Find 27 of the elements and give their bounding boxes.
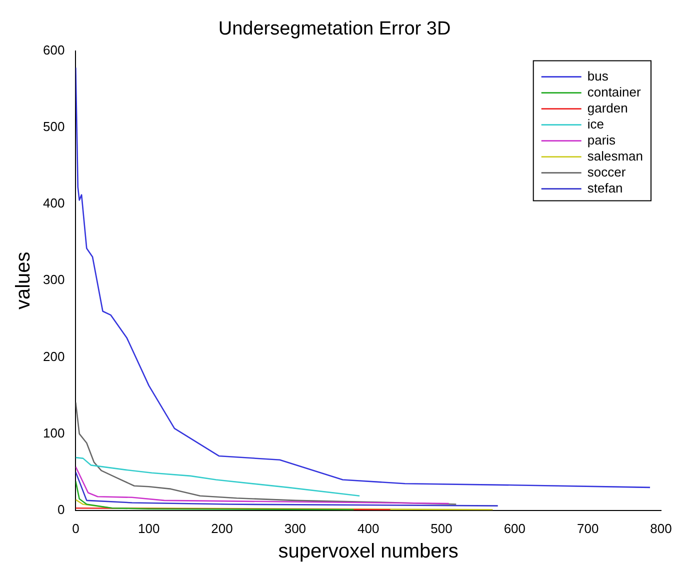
y-tick-label: 600 (42, 42, 65, 58)
legend-label: bus (587, 68, 609, 84)
y-tick-label: 500 (42, 118, 65, 134)
x-tick-label: 700 (576, 520, 599, 536)
x-axis-title: supervoxel numbers (278, 540, 458, 563)
legend-label: container (587, 84, 642, 100)
x-tick-label: 800 (650, 520, 672, 536)
x-tick-label: 300 (284, 520, 306, 536)
y-axis-title: values (12, 252, 35, 310)
legend-label: soccer (587, 164, 626, 180)
legend-label: ice (587, 116, 604, 132)
x-tick-label: 0 (72, 520, 80, 536)
legend-label: garden (587, 100, 628, 116)
y-tick-label: 200 (42, 348, 65, 364)
y-tick-label: 100 (42, 425, 65, 440)
x-tick-label: 400 (357, 520, 380, 536)
chart-title: Undersegmetation Error 3D (218, 18, 451, 40)
legend-label: stefan (587, 180, 623, 196)
x-tick-label: 100 (138, 520, 160, 536)
y-tick-label: 300 (42, 272, 65, 288)
x-tick-label: 200 (211, 520, 233, 536)
x-tick-label: 600 (504, 520, 526, 536)
x-tick-label: 500 (430, 520, 452, 536)
legend-label: salesman (587, 148, 644, 164)
legend-label: paris (587, 132, 616, 148)
y-tick-label: 0 (57, 502, 65, 517)
y-tick-label: 400 (42, 196, 65, 211)
